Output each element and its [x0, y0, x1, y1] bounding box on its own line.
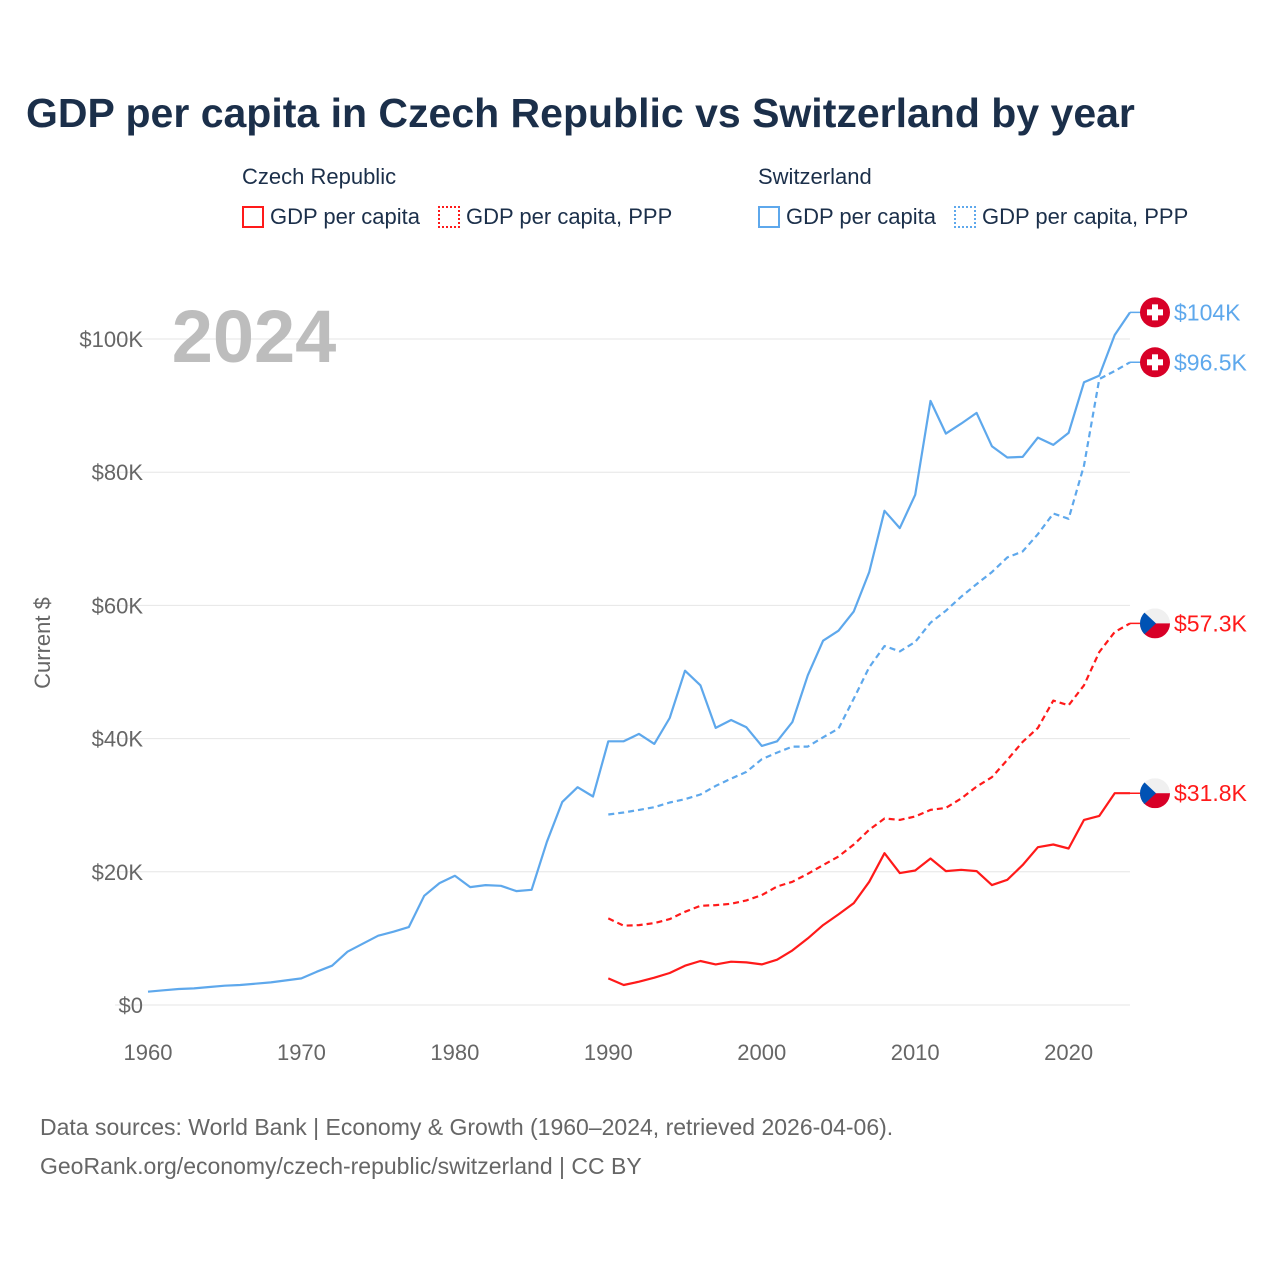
y-tick-label: $0 — [119, 993, 143, 1018]
end-value-label: $104K — [1174, 299, 1241, 325]
series-line — [607, 792, 1130, 987]
flag-cross — [1152, 354, 1158, 371]
legend-item-swiss-ppp[interactable]: GDP per capita, PPP — [954, 204, 1188, 230]
source-note: Data sources: World Bank | Economy & Gro… — [40, 1108, 893, 1186]
legend-swatch-dotted — [954, 206, 977, 228]
legend-group-title: Switzerland — [758, 164, 872, 189]
y-tick-label: $20K — [92, 860, 144, 885]
series-line — [608, 361, 1131, 816]
y-tick-label: $100K — [79, 327, 143, 352]
flag-body — [1140, 778, 1170, 809]
series-line — [607, 622, 1131, 927]
legend-swatch-solid — [758, 206, 780, 228]
legend-item-swiss-gdp[interactable]: GDP per capita — [758, 204, 936, 230]
flag-blue — [1140, 778, 1156, 809]
chart-title: GDP per capita in Czech Republic vs Swit… — [26, 90, 1135, 136]
legend-czech: Czech Republic GDP per capita GDP per ca… — [242, 164, 672, 230]
source-url[interactable]: GeoRank.org/economy/czech-republic/switz… — [40, 1153, 642, 1179]
series-line — [147, 311, 1131, 993]
x-tick-label: 1970 — [277, 1040, 326, 1065]
x-tick-label: 2010 — [891, 1040, 940, 1065]
x-tick-label: 2020 — [1044, 1040, 1093, 1065]
y-tick-label: $40K — [92, 727, 144, 752]
x-tick-label: 1980 — [430, 1040, 479, 1065]
flag-cross — [1152, 304, 1158, 321]
year-watermark: 2024 — [172, 295, 337, 378]
flag-blue — [1140, 608, 1156, 639]
legend-item-czech-ppp[interactable]: GDP per capita, PPP — [438, 204, 672, 230]
czech-flag-icon — [1140, 608, 1170, 639]
y-tick-label: $60K — [92, 593, 144, 618]
legend-label: GDP per capita, PPP — [466, 204, 673, 229]
end-value-label: $31.8K — [1174, 780, 1248, 806]
y-axis-label: Current $ — [30, 597, 55, 689]
legend-label: GDP per capita — [270, 204, 421, 229]
flag-body — [1140, 608, 1170, 639]
swiss-flag-icon — [1140, 297, 1170, 328]
legend-switzerland: Switzerland GDP per capita GDP per capit… — [758, 164, 1188, 230]
czech-flag-icon — [1140, 778, 1170, 809]
legend-swatch-solid — [242, 206, 264, 228]
x-tick-label: 1990 — [584, 1040, 633, 1065]
x-tick-label: 2000 — [737, 1040, 786, 1065]
swiss-flag-icon — [1140, 347, 1170, 378]
legend-swatch-dotted — [438, 206, 461, 228]
y-tick-label: $80K — [92, 460, 144, 485]
legend-label: GDP per capita, PPP — [982, 204, 1189, 229]
legend-label: GDP per capita — [786, 204, 937, 229]
legend-group-title: Czech Republic — [242, 164, 397, 189]
source-line: Data sources: World Bank | Economy & Gro… — [40, 1114, 894, 1140]
end-value-label: $57.3K — [1174, 610, 1248, 636]
x-tick-label: 1960 — [124, 1040, 173, 1065]
end-value-label: $96.5K — [1174, 349, 1248, 375]
legend-item-czech-gdp[interactable]: GDP per capita — [242, 204, 420, 230]
